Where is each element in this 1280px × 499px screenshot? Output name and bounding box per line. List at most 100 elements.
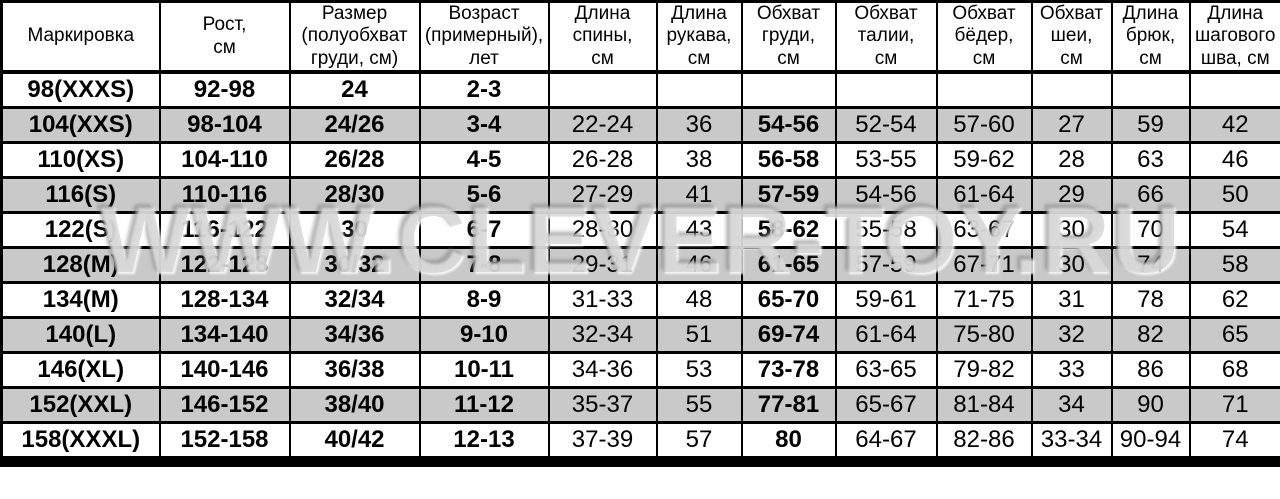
table-cell — [1110, 71, 1191, 110]
table-cell: 43 — [655, 211, 743, 250]
table-cell: 98-104 — [158, 106, 291, 145]
table-cell: 41 — [655, 176, 743, 215]
table-cell: 134(M) — [0, 281, 161, 320]
table-cell: 74 — [1110, 246, 1191, 285]
table-row: 146(XL) 140-146 36/38 10-11 34-36 53 73-78 63-6… — [0, 351, 1280, 390]
header-cell: Длина спины, см — [547, 0, 658, 75]
table-cell: 61-65 — [740, 246, 837, 285]
table-cell: 146-152 — [158, 386, 291, 425]
table-cell: 122(S) — [0, 211, 161, 250]
table-cell: 77-81 — [740, 386, 837, 425]
table-cell: 11-12 — [418, 386, 550, 425]
table-row: 140(L) 134-140 34/36 9-10 32-34 51 69-74 61-64 7… — [0, 316, 1280, 355]
table-cell: 55-58 — [834, 211, 938, 250]
table-cell: 46 — [655, 246, 743, 285]
table-cell: 52-54 — [834, 106, 938, 145]
header-cell: Длина шагового шва, см — [1188, 0, 1280, 75]
table-cell: 5-6 — [418, 176, 550, 215]
table-cell: 26/28 — [288, 141, 421, 180]
table-cell: 140(L) — [0, 316, 161, 355]
table-cell: 30 — [288, 211, 421, 250]
table-cell — [935, 71, 1033, 110]
table-cell: 35-37 — [547, 386, 658, 425]
table-cell: 61-64 — [834, 316, 938, 355]
table-cell: 57-60 — [935, 106, 1033, 145]
table-cell: 116(S) — [0, 176, 161, 215]
table-cell: 3-4 — [418, 106, 550, 145]
table-cell: 48 — [655, 281, 743, 320]
table-cell: 54-56 — [740, 106, 837, 145]
table-cell: 55 — [655, 386, 743, 425]
table-cell: 28-30 — [547, 211, 658, 250]
table-cell: 27 — [1030, 106, 1113, 145]
table-row: 134(M) 128-134 32/34 8-9 31-33 48 65-70 59-61 71… — [0, 281, 1280, 320]
table-cell: 90-94 — [1110, 421, 1191, 464]
table-cell: 68 — [1188, 351, 1280, 390]
header-cell: Рост, см — [158, 0, 291, 75]
header-cell: Обхват груди, см — [740, 0, 837, 75]
header-cell: Длина брюк, см — [1110, 0, 1191, 75]
table-cell: 30/32 — [288, 246, 421, 285]
table-cell: 9-10 — [418, 316, 550, 355]
table-cell: 33-34 — [1030, 421, 1113, 464]
table-cell: 69-74 — [740, 316, 837, 355]
table-body: 98(XXXS) 92-98 24 2-3 104(XXS) 98-104 24/26 3-4… — [0, 71, 1280, 464]
table-cell: 98(XXXS) — [0, 71, 161, 110]
size-table: Маркировка Рост, см Размер (полуобхват гру… — [0, 0, 1280, 468]
table-cell: 10-11 — [418, 351, 550, 390]
table-cell: 63-67 — [935, 211, 1033, 250]
table-cell: 4-5 — [418, 141, 550, 180]
table-cell: 58 — [1188, 246, 1280, 285]
header-cell: Возраст (примерный), лет — [418, 0, 550, 75]
header-cell: Обхват шеи, см — [1030, 0, 1113, 75]
header-row: Маркировка Рост, см Размер (полуобхват гру… — [0, 0, 1280, 75]
table-cell: 75-80 — [935, 316, 1033, 355]
table-cell: 27-29 — [547, 176, 658, 215]
table-cell — [655, 71, 743, 110]
table-cell: 73-78 — [740, 351, 837, 390]
table-cell: 46 — [1188, 141, 1280, 180]
table-cell: 7-8 — [418, 246, 550, 285]
table-cell: 58-62 — [740, 211, 837, 250]
table-cell: 140-146 — [158, 351, 291, 390]
table-cell: 74 — [1188, 421, 1280, 464]
table-cell: 24 — [288, 71, 421, 110]
table-cell: 81-84 — [935, 386, 1033, 425]
table-cell: 57-59 — [740, 176, 837, 215]
table-cell: 63 — [1110, 141, 1191, 180]
table-cell: 34-36 — [547, 351, 658, 390]
table-cell: 37-39 — [547, 421, 658, 464]
table-cell — [740, 71, 837, 110]
table-cell: 32-34 — [547, 316, 658, 355]
table-cell: 82-86 — [935, 421, 1033, 464]
table-cell — [834, 71, 938, 110]
table-cell: 54 — [1188, 211, 1280, 250]
table-cell: 36 — [655, 106, 743, 145]
table-cell: 79-82 — [935, 351, 1033, 390]
table-row: 104(XXS) 98-104 24/26 3-4 22-24 36 54-56 52-54 5… — [0, 106, 1280, 145]
table-cell: 86 — [1110, 351, 1191, 390]
table-cell: 53-55 — [834, 141, 938, 180]
table-cell: 29-31 — [547, 246, 658, 285]
header-cell: Обхват талии, см — [834, 0, 938, 75]
table-cell: 59 — [1110, 106, 1191, 145]
table-cell: 134-140 — [158, 316, 291, 355]
table-cell: 31-33 — [547, 281, 658, 320]
table-cell: 26-28 — [547, 141, 658, 180]
table-cell: 12-13 — [418, 421, 550, 464]
table-cell: 90 — [1110, 386, 1191, 425]
table-cell: 6-7 — [418, 211, 550, 250]
table-cell: 110(XS) — [0, 141, 161, 180]
table-cell: 128(M) — [0, 246, 161, 285]
table-cell: 28/30 — [288, 176, 421, 215]
table-cell: 42 — [1188, 106, 1280, 145]
table-cell: 59-62 — [935, 141, 1033, 180]
table-row: 98(XXXS) 92-98 24 2-3 — [0, 71, 1280, 110]
table-row: 152(XXL) 146-152 38/40 11-12 35-37 55 77-81 65-… — [0, 386, 1280, 425]
table-cell: 92-98 — [158, 71, 291, 110]
table-cell: 82 — [1110, 316, 1191, 355]
table-cell: 30 — [1030, 246, 1113, 285]
table-cell: 24/26 — [288, 106, 421, 145]
table-cell: 32 — [1030, 316, 1113, 355]
table-cell: 53 — [655, 351, 743, 390]
